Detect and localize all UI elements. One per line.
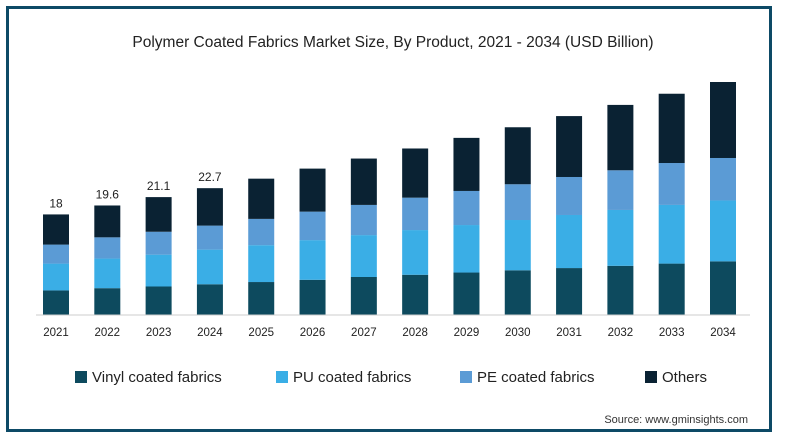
bar-segment-2021-pe-coated-fabrics [43, 244, 69, 264]
bar-segment-2028-others [402, 148, 429, 198]
legend-swatch-others [645, 371, 657, 383]
bar-segment-2021-others [43, 214, 69, 245]
bar-segment-2027-pe-coated-fabrics [350, 204, 377, 236]
x-tick-label-2024: 2024 [197, 327, 223, 339]
bar-segment-2023-pu-coated-fabrics [145, 254, 172, 287]
bar-segment-2032-pu-coated-fabrics [607, 209, 634, 266]
bar-segment-2024-vinyl-coated-fabrics [196, 284, 223, 315]
legend: Vinyl coated fabrics PU coated fabrics PE … [75, 369, 707, 386]
bar-segment-2031-pu-coated-fabrics [556, 214, 583, 269]
x-tick-label-2025: 2025 [248, 327, 274, 339]
bar-segment-2026-pe-coated-fabrics [299, 211, 326, 241]
total-label-2022: 19.6 [96, 187, 120, 201]
bar-segment-2033-others [658, 93, 685, 164]
bar-segment-2033-pu-coated-fabrics [658, 204, 685, 264]
bar-segment-2030-others [504, 127, 531, 185]
x-tick-label-2032: 2032 [608, 327, 634, 339]
x-tick-label-2027: 2027 [351, 327, 377, 339]
bar-segment-2022-pu-coated-fabrics [94, 258, 121, 289]
bar-segment-2025-pu-coated-fabrics [248, 245, 275, 283]
x-tick-label-2026: 2026 [300, 327, 326, 339]
legend-swatch-vinyl-coated-fabrics [75, 371, 87, 383]
total-label-2024: 22.7 [198, 170, 222, 184]
legend-label-pu-coated-fabrics: PU coated fabrics [293, 369, 411, 386]
bar-segment-2022-pe-coated-fabrics [94, 237, 121, 259]
legend-label-vinyl-coated-fabrics: Vinyl coated fabrics [92, 369, 222, 386]
bar-segment-2028-vinyl-coated-fabrics [402, 274, 429, 315]
bar-segment-2029-vinyl-coated-fabrics [453, 272, 480, 315]
chart-frame [6, 6, 772, 432]
bar-segment-2029-pu-coated-fabrics [453, 225, 480, 273]
bar-segment-2026-vinyl-coated-fabrics [299, 279, 326, 315]
bar-segment-2030-pu-coated-fabrics [504, 220, 531, 271]
legend-swatch-pe-coated-fabrics [460, 371, 472, 383]
x-tick-label-2021: 2021 [43, 327, 69, 339]
bar-segment-2022-others [94, 205, 121, 238]
x-tick-label-2028: 2028 [402, 327, 428, 339]
bar-segment-2024-pu-coated-fabrics [196, 249, 223, 285]
bar-segment-2028-pu-coated-fabrics [402, 230, 429, 275]
source-note: Source: www.gminsights.com [604, 414, 748, 426]
bar-segment-2021-pu-coated-fabrics [43, 263, 69, 291]
bar-segment-2024-others [196, 188, 223, 226]
bar-segment-2021-vinyl-coated-fabrics [43, 290, 69, 315]
bar-segment-2032-others [607, 104, 634, 171]
data-labels: 18 19.6 21.1 22.7 [49, 170, 222, 210]
bar-segment-2022-vinyl-coated-fabrics [94, 288, 121, 315]
bar-segment-2023-others [145, 197, 172, 232]
bar-segment-2032-vinyl-coated-fabrics [607, 265, 634, 315]
bar-segment-2034-pu-coated-fabrics [710, 200, 736, 262]
bar-segment-2026-others [299, 168, 326, 212]
bar-segment-2034-pe-coated-fabrics [710, 157, 736, 201]
x-tick-label-2029: 2029 [454, 327, 480, 339]
bar-segment-2029-others [453, 137, 480, 191]
bar-segment-2027-vinyl-coated-fabrics [350, 277, 377, 315]
total-label-2023: 21.1 [147, 179, 171, 193]
bar-segment-2027-others [350, 158, 377, 205]
bars-group [43, 82, 736, 315]
bar-segment-2025-pe-coated-fabrics [248, 218, 275, 246]
bar-segment-2025-vinyl-coated-fabrics [248, 282, 275, 315]
bar-segment-2033-vinyl-coated-fabrics [658, 263, 685, 315]
legend-label-others: Others [662, 369, 707, 386]
bar-segment-2029-pe-coated-fabrics [453, 190, 480, 226]
x-axis-ticks: 2021 2022 2023 2024 2025 2026 2027 2028 2029 2030… [43, 327, 736, 339]
x-tick-label-2033: 2033 [659, 327, 685, 339]
bar-segment-2028-pe-coated-fabrics [402, 197, 429, 231]
bar-segment-2030-vinyl-coated-fabrics [504, 270, 531, 315]
bar-segment-2034-others [710, 82, 736, 158]
bar-segment-2033-pe-coated-fabrics [658, 163, 685, 205]
legend-swatch-pu-coated-fabrics [276, 371, 288, 383]
bar-segment-2030-pe-coated-fabrics [504, 184, 531, 221]
x-tick-label-2022: 2022 [95, 327, 121, 339]
bar-segment-2023-vinyl-coated-fabrics [145, 286, 172, 315]
bar-segment-2031-pe-coated-fabrics [556, 176, 583, 215]
bar-segment-2031-others [556, 116, 583, 177]
bar-segment-2032-pe-coated-fabrics [607, 170, 634, 210]
x-tick-label-2030: 2030 [505, 327, 531, 339]
x-tick-label-2034: 2034 [710, 327, 736, 339]
bar-segment-2025-others [248, 178, 275, 219]
bar-segment-2027-pu-coated-fabrics [350, 235, 377, 278]
x-tick-label-2023: 2023 [146, 327, 172, 339]
bar-segment-2034-vinyl-coated-fabrics [710, 261, 736, 315]
bar-segment-2023-pe-coated-fabrics [145, 231, 172, 255]
legend-label-pe-coated-fabrics: PE coated fabrics [477, 369, 595, 386]
chart-title: Polymer Coated Fabrics Market Size, By P… [132, 34, 654, 51]
x-tick-label-2031: 2031 [556, 327, 582, 339]
bar-segment-2026-pu-coated-fabrics [299, 240, 326, 280]
bar-segment-2024-pe-coated-fabrics [196, 225, 223, 250]
total-label-2021: 18 [49, 196, 63, 210]
bar-segment-2031-vinyl-coated-fabrics [556, 268, 583, 315]
